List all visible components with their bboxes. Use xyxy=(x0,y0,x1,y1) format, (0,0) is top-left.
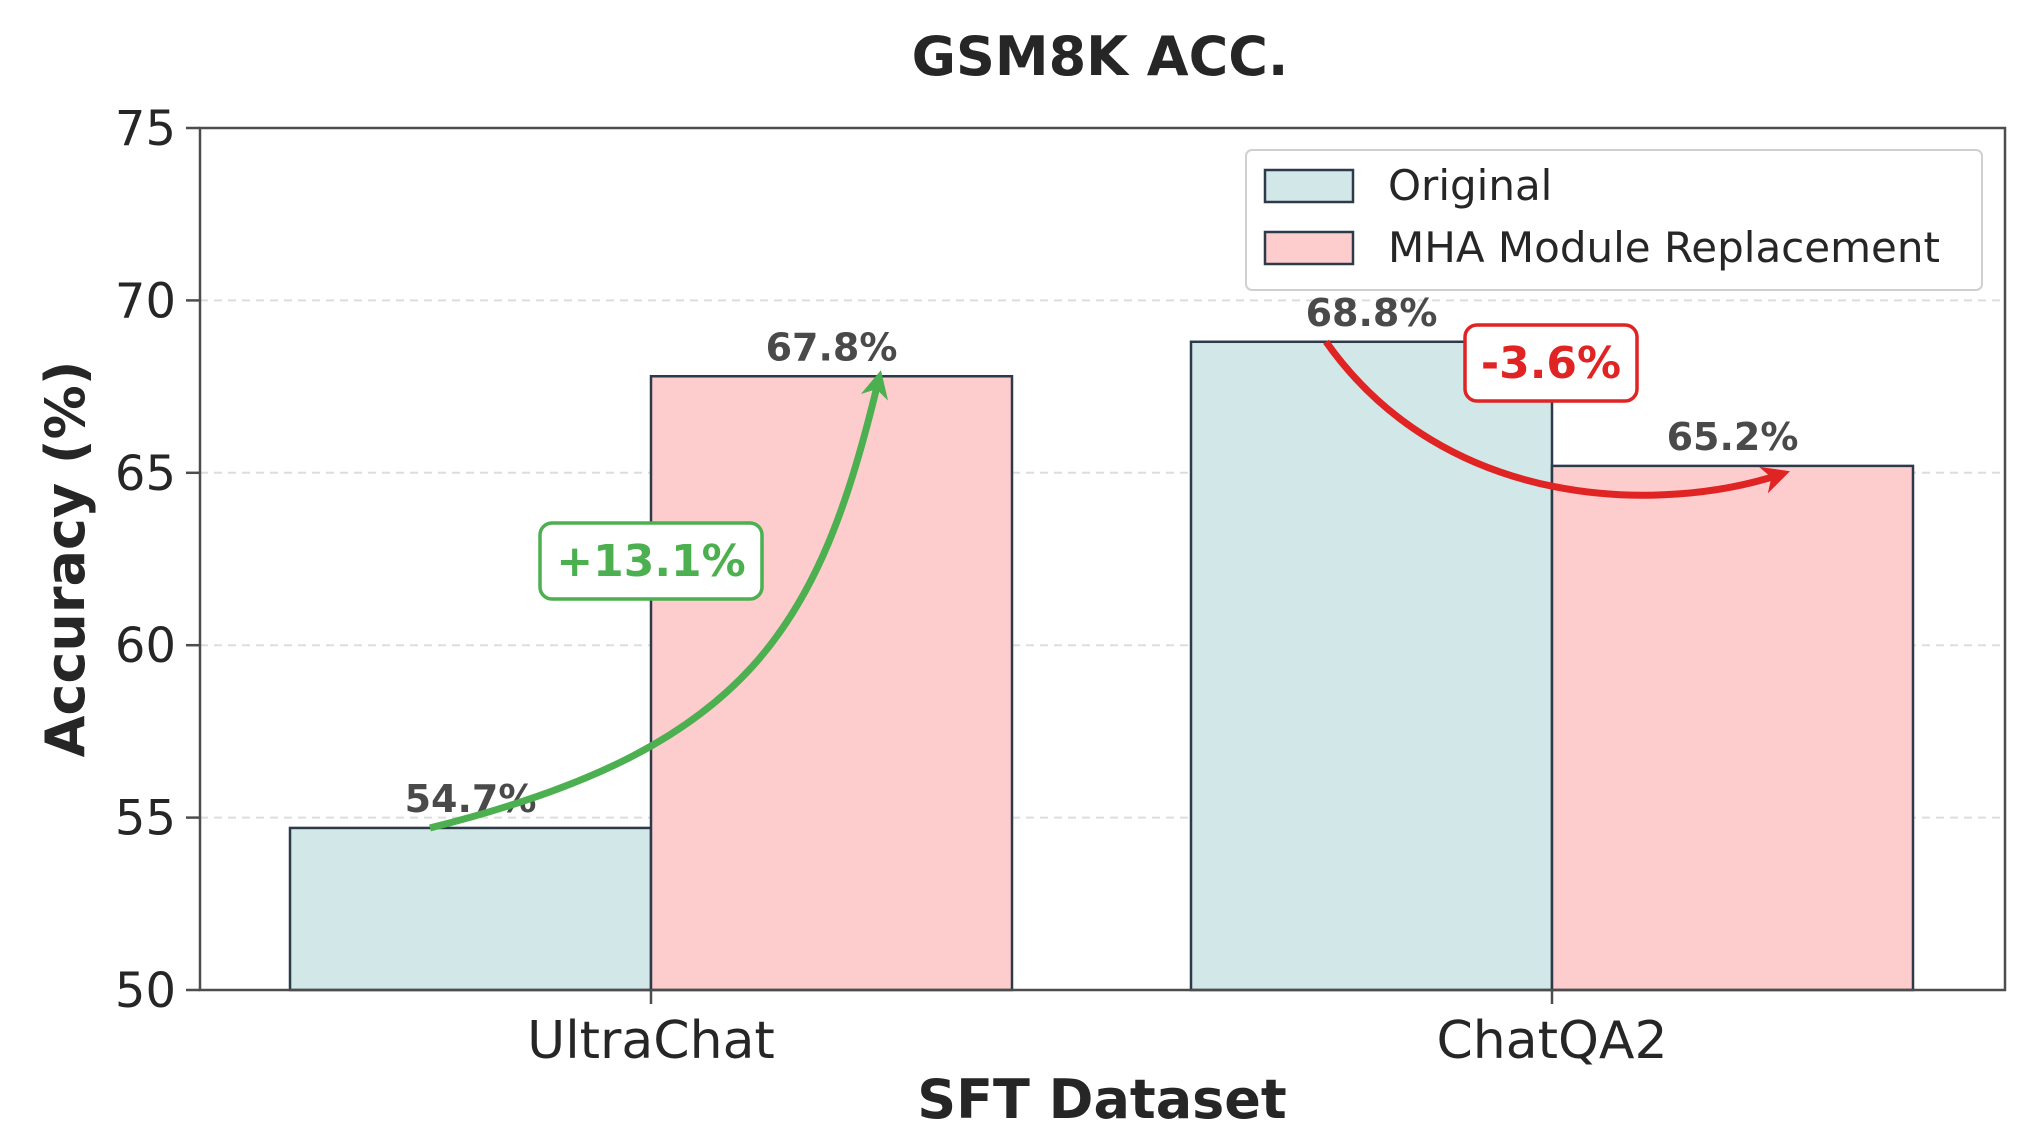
bar-original-chatqa2 xyxy=(1189,340,1554,992)
legend-label-original: Original xyxy=(1388,161,1552,210)
bar-mha-ultrachat xyxy=(649,375,1014,992)
y-axis-ticks: 50 55 60 65 70 75 xyxy=(115,101,200,1019)
y-axis-label: Accuracy (%) xyxy=(34,361,97,758)
delta-box xyxy=(1463,323,1639,403)
y-tick-label: 75 xyxy=(115,101,176,157)
legend-swatch-original xyxy=(1263,168,1355,204)
bar-value-label: 67.8% xyxy=(766,325,898,369)
legend-swatch-mha xyxy=(1263,230,1355,266)
y-tick-label: 70 xyxy=(115,273,176,329)
y-tick-label: 65 xyxy=(115,446,176,502)
delta-annotations: +13.1% -3.6% xyxy=(429,323,1790,832)
y-tick-label: 50 xyxy=(115,963,176,1019)
x-category-label: ChatQA2 xyxy=(1436,1011,1667,1071)
legend: Original MHA Module Replacement xyxy=(1245,149,1983,291)
x-axis-categories: UltraChat ChatQA2 xyxy=(527,990,1668,1071)
y-tick-label: 60 xyxy=(115,618,176,674)
delta-arrow xyxy=(1323,339,1790,499)
y-tick-label: 55 xyxy=(115,791,176,847)
legend-label-mha: MHA Module Replacement xyxy=(1388,223,1940,272)
delta-arrow xyxy=(429,370,889,832)
x-category-label: UltraChat xyxy=(527,1011,775,1071)
plot-frame xyxy=(198,126,2007,992)
chart-title: GSM8K ACC. xyxy=(912,25,1289,88)
delta-label: +13.1% xyxy=(556,536,746,587)
bar-original-ultrachat xyxy=(288,826,653,992)
bar-mha-chatqa2 xyxy=(1550,464,1915,992)
delta-box xyxy=(538,521,764,601)
legend-frame xyxy=(1245,149,1983,291)
bar-value-label: 65.2% xyxy=(1667,415,1799,459)
delta-label: -3.6% xyxy=(1481,338,1621,389)
bar-value-label: 68.8% xyxy=(1306,291,1438,335)
x-axis-label: SFT Dataset xyxy=(917,1068,1287,1131)
